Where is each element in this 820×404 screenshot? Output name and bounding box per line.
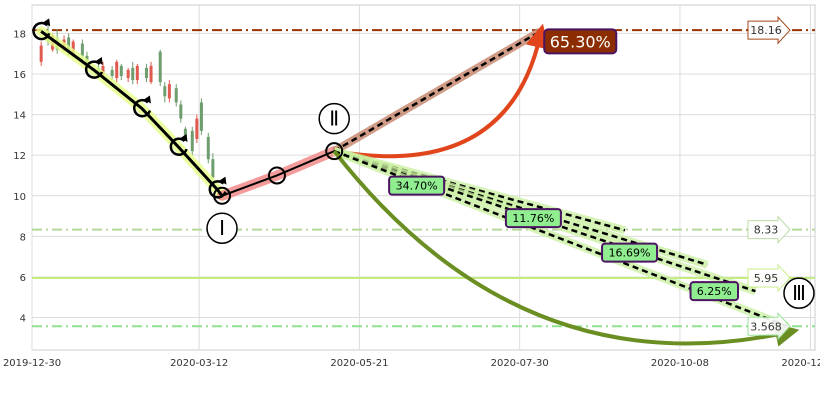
level-tag-label: 3.568 bbox=[750, 320, 782, 333]
y-tick-label: 12 bbox=[13, 151, 26, 162]
y-tick-label: 8 bbox=[20, 232, 26, 243]
candle-body bbox=[149, 65, 153, 83]
y-tick-label: 16 bbox=[13, 70, 26, 81]
downtrend-line bbox=[40, 30, 224, 197]
level-tag-arrow bbox=[747, 263, 791, 293]
point-circle bbox=[318, 102, 350, 135]
candle-body bbox=[174, 88, 178, 103]
point-circle bbox=[783, 277, 815, 309]
candle-body bbox=[163, 86, 167, 97]
candle-body bbox=[131, 67, 135, 81]
candle-body bbox=[183, 128, 187, 137]
level-tag-arrow bbox=[747, 215, 791, 244]
candle-body bbox=[195, 118, 199, 139]
reversal-marker-head bbox=[143, 95, 151, 104]
percent-label-box bbox=[601, 242, 659, 263]
x-tick-label: 2020-10-08 bbox=[651, 358, 709, 369]
y-tick-label: 4 bbox=[20, 314, 26, 325]
point-label: Ⅲ bbox=[792, 281, 806, 305]
y-tick-label: 14 bbox=[13, 111, 26, 122]
point-label: Ⅰ bbox=[219, 216, 225, 240]
percent-label: 34.70% bbox=[396, 180, 438, 193]
markers bbox=[32, 18, 344, 205]
candle-body bbox=[206, 136, 210, 160]
point-label: Ⅱ bbox=[329, 107, 339, 131]
percent-label: 6.25% bbox=[697, 285, 732, 298]
x-tick-label: 2020-03-12 bbox=[170, 358, 228, 369]
candle-body bbox=[39, 45, 43, 62]
y-tick-label: 18 bbox=[13, 29, 26, 40]
candle-body bbox=[135, 65, 139, 81]
candle-body bbox=[71, 41, 75, 54]
candle-body bbox=[167, 84, 171, 99]
candle-body bbox=[126, 69, 130, 79]
x-tick-label: 2019-12-30 bbox=[3, 358, 61, 369]
y-tick-label: 6 bbox=[20, 273, 26, 284]
reversal-marker bbox=[84, 60, 104, 79]
trend-lines bbox=[40, 30, 335, 197]
candle-body bbox=[158, 51, 162, 83]
candle-body bbox=[179, 104, 183, 119]
percent-label: 16.69% bbox=[609, 247, 651, 260]
projection-up-band bbox=[332, 27, 543, 155]
level-tag-label: 5.95 bbox=[754, 272, 779, 285]
level-tag-arrow bbox=[747, 312, 791, 341]
percent-label-box bbox=[543, 28, 618, 55]
percent-label-box bbox=[689, 281, 740, 302]
candle-body bbox=[211, 159, 215, 178]
candle-body bbox=[67, 37, 71, 52]
grid bbox=[31, 4, 816, 351]
candle-body bbox=[115, 61, 119, 79]
x-tick-label: 2020-12-04 bbox=[781, 358, 820, 369]
percent-label-box bbox=[504, 208, 562, 229]
reversal-marker-head bbox=[95, 56, 103, 65]
horizontal-levels bbox=[32, 29, 815, 328]
axes: 4 6 8 10 12 14 16 18 2019-12-30 2020-03-12 2020-05… bbox=[3, 29, 820, 369]
rebound-marker bbox=[213, 186, 232, 205]
reversal-marker-head bbox=[180, 134, 188, 143]
projection-up-curve bbox=[333, 23, 550, 159]
reversal-marker bbox=[169, 137, 188, 156]
candle-body bbox=[80, 43, 84, 56]
y-tick-label: 10 bbox=[13, 192, 26, 203]
percent-label: 11.76% bbox=[512, 212, 554, 225]
candle-body bbox=[144, 67, 148, 79]
level-tag-label: 8.33 bbox=[754, 224, 779, 237]
x-tick-label: 2020-07-30 bbox=[491, 358, 549, 369]
x-tick-label: 2020-05-21 bbox=[330, 358, 388, 369]
reversal-marker bbox=[32, 21, 51, 41]
reversal-marker-head bbox=[219, 176, 227, 185]
percent-label-box bbox=[388, 175, 446, 196]
level-tag-arrow bbox=[747, 15, 791, 45]
rebound-line bbox=[221, 150, 335, 197]
reversal-marker-head bbox=[43, 18, 51, 27]
labels: 18.16 8.33 5.95 3.568 34.70% 11.76% 16.69% 6.25… bbox=[206, 15, 815, 341]
rebound-marker bbox=[267, 166, 286, 185]
reversal-marker bbox=[133, 98, 152, 118]
candle-body bbox=[190, 130, 194, 152]
level-tag-label: 18.16 bbox=[750, 24, 782, 37]
point-circle bbox=[206, 212, 238, 244]
projection-down-curve bbox=[332, 149, 800, 347]
reversal-marker bbox=[208, 180, 227, 199]
percent-label: 65.30% bbox=[550, 32, 611, 51]
candle-body bbox=[110, 69, 114, 77]
candle-body bbox=[119, 65, 123, 77]
rebound-marker bbox=[325, 142, 344, 161]
candle-body bbox=[199, 102, 203, 131]
